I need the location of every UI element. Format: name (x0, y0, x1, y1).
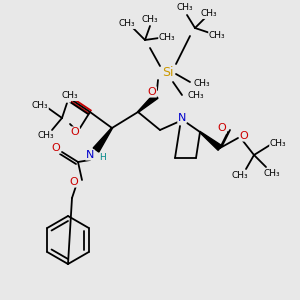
Text: CH₃: CH₃ (188, 91, 204, 100)
Text: CH₃: CH₃ (142, 16, 158, 25)
Text: CH₃: CH₃ (270, 139, 286, 148)
Text: CH₃: CH₃ (177, 4, 193, 13)
Text: CH₃: CH₃ (232, 170, 248, 179)
Polygon shape (200, 132, 222, 150)
Text: N: N (86, 150, 94, 160)
Polygon shape (93, 128, 112, 152)
Text: CH₃: CH₃ (38, 131, 54, 140)
Text: H: H (99, 154, 105, 163)
Text: CH₃: CH₃ (159, 34, 175, 43)
Text: O: O (61, 92, 70, 102)
Text: O: O (218, 123, 226, 133)
Text: Si: Si (162, 65, 174, 79)
Text: CH₃: CH₃ (119, 20, 135, 28)
Text: O: O (52, 143, 60, 153)
Polygon shape (138, 94, 158, 112)
Text: O: O (70, 177, 78, 187)
Text: CH₃: CH₃ (264, 169, 280, 178)
Text: CH₃: CH₃ (201, 10, 217, 19)
Text: CH₃: CH₃ (62, 92, 78, 100)
Text: O: O (240, 131, 248, 141)
Text: CH₃: CH₃ (209, 32, 225, 40)
Text: O: O (148, 87, 156, 97)
Text: CH₃: CH₃ (32, 100, 48, 109)
Text: N: N (178, 113, 186, 123)
Text: CH₃: CH₃ (194, 80, 210, 88)
Text: O: O (70, 127, 80, 137)
